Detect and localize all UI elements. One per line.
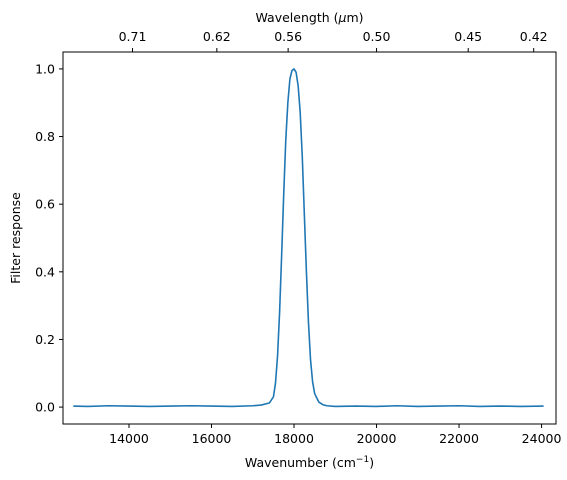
y-tick-label: 0.8	[35, 129, 55, 144]
y-tick-label: 0.2	[35, 332, 55, 347]
y-tick-label: 0.6	[35, 197, 55, 212]
top-axis-ticks: 0.71 0.62 0.56 0.50 0.45 0.42	[119, 29, 548, 52]
top-tick-label: 0.56	[274, 29, 302, 44]
x-tick-label: 24000	[522, 431, 562, 446]
x-tick-label: 22000	[439, 431, 479, 446]
y-axis-label: Filter response	[8, 192, 23, 284]
y-tick-label: 1.0	[35, 61, 55, 76]
y-tick-label: 0.0	[35, 400, 55, 415]
x-axis-label: Wavenumber (cm−1)	[245, 455, 374, 470]
y-tick-label: 0.4	[35, 264, 55, 279]
series-line	[73, 68, 544, 408]
top-tick-label: 0.50	[363, 29, 391, 44]
top-tick-label: 0.71	[119, 29, 147, 44]
x-tick-label: 16000	[192, 431, 232, 446]
top-tick-label: 0.42	[520, 29, 548, 44]
x-tick-label: 14000	[109, 431, 149, 446]
plot-frame	[62, 51, 557, 425]
x-tick-label: 18000	[274, 431, 314, 446]
y-axis-ticks: 0.0 0.2 0.4 0.6 0.8 1.0	[35, 61, 63, 415]
top-tick-label: 0.45	[454, 29, 482, 44]
x-tick-label: 20000	[357, 431, 397, 446]
top-tick-label: 0.62	[203, 29, 231, 44]
top-axis-label: Wavelength (μm)	[255, 10, 363, 25]
x-axis-ticks: 14000 16000 18000 20000 22000 24000	[109, 424, 561, 446]
